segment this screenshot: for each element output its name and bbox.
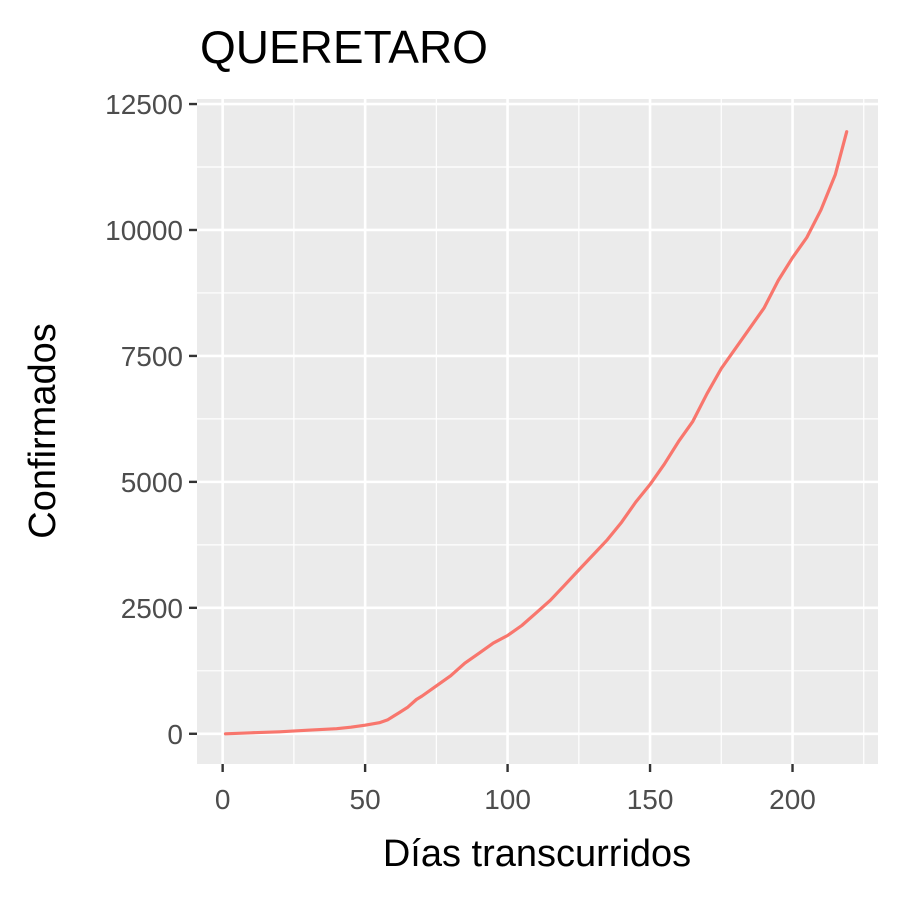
x-axis: 0 50 100 150 200 (215, 764, 816, 815)
major-gridlines (197, 99, 878, 764)
y-axis-title: Confirmados (22, 323, 64, 538)
y-axis: 0 2500 5000 7500 10000 12500 (105, 89, 197, 750)
series-line (223, 130, 849, 736)
x-tick-label: 50 (350, 784, 381, 815)
x-tick-label: 200 (769, 784, 816, 815)
x-tick-label: 0 (215, 784, 231, 815)
minor-gridlines (197, 99, 878, 764)
y-tick-label: 7500 (121, 341, 183, 372)
chart-title: QUERETARO (200, 21, 488, 73)
x-tick-label: 100 (484, 784, 531, 815)
y-tick-label: 2500 (121, 593, 183, 624)
x-axis-title: Días transcurridos (383, 833, 691, 875)
y-tick-label: 12500 (105, 89, 183, 120)
y-tick-label: 5000 (121, 467, 183, 498)
plot-panel (197, 99, 878, 764)
y-tick-label: 10000 (105, 215, 183, 246)
y-tick-label: 0 (167, 719, 183, 750)
x-tick-label: 150 (627, 784, 674, 815)
